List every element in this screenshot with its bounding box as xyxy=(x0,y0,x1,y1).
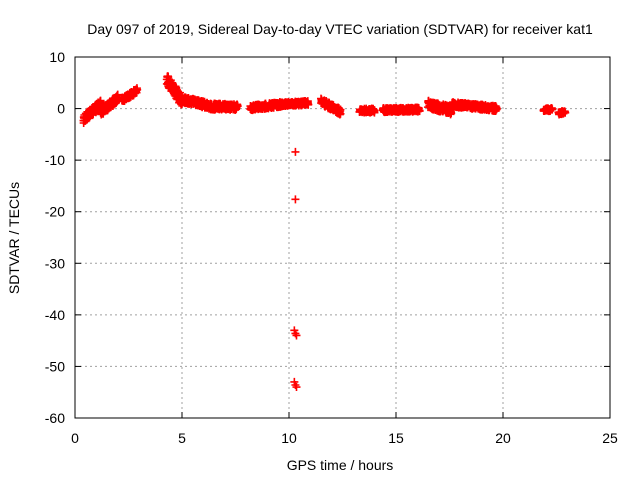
y-tick-label: 0 xyxy=(57,101,65,117)
y-tick-label: 10 xyxy=(49,49,65,65)
y-tick-label: -30 xyxy=(45,255,65,271)
data-point xyxy=(370,108,379,117)
data-point xyxy=(96,96,105,105)
data-point-outlier xyxy=(292,383,301,392)
chart-title: Day 097 of 2019, Sidereal Day-to-day VTE… xyxy=(87,21,593,37)
data-point xyxy=(233,102,242,111)
data-point-outlier xyxy=(291,147,300,156)
x-axis-label: GPS time / hours xyxy=(287,457,394,473)
data-point xyxy=(304,100,313,109)
data-point xyxy=(561,108,570,117)
x-tick-label: 15 xyxy=(388,430,404,446)
data-point xyxy=(548,105,557,114)
y-tick-label: -40 xyxy=(45,307,65,323)
data-point-outlier xyxy=(291,195,300,204)
y-tick-label: -60 xyxy=(45,410,65,426)
data-point xyxy=(492,104,501,113)
x-tick-label: 25 xyxy=(602,430,618,446)
y-tick-label: -50 xyxy=(45,358,65,374)
x-tick-label: 0 xyxy=(71,430,79,446)
data-point xyxy=(415,107,424,116)
x-tick-label: 20 xyxy=(495,430,511,446)
y-tick-label: -20 xyxy=(45,204,65,220)
y-axis-label: SDTVAR / TECUs xyxy=(6,182,22,294)
plot-frame xyxy=(74,56,611,419)
y-tick-label: -10 xyxy=(45,152,65,168)
data-point xyxy=(133,85,142,94)
grid-lines xyxy=(75,57,610,418)
x-tick-label: 10 xyxy=(281,430,297,446)
data-point-outlier xyxy=(292,331,301,340)
axis-ticks: 10 0 -10 -20 -30 -40 -50 -60 0 5 10 15 20 25 xyxy=(45,49,618,446)
x-tick-label: 5 xyxy=(178,430,186,446)
data-points xyxy=(79,72,570,392)
data-point xyxy=(336,105,345,114)
